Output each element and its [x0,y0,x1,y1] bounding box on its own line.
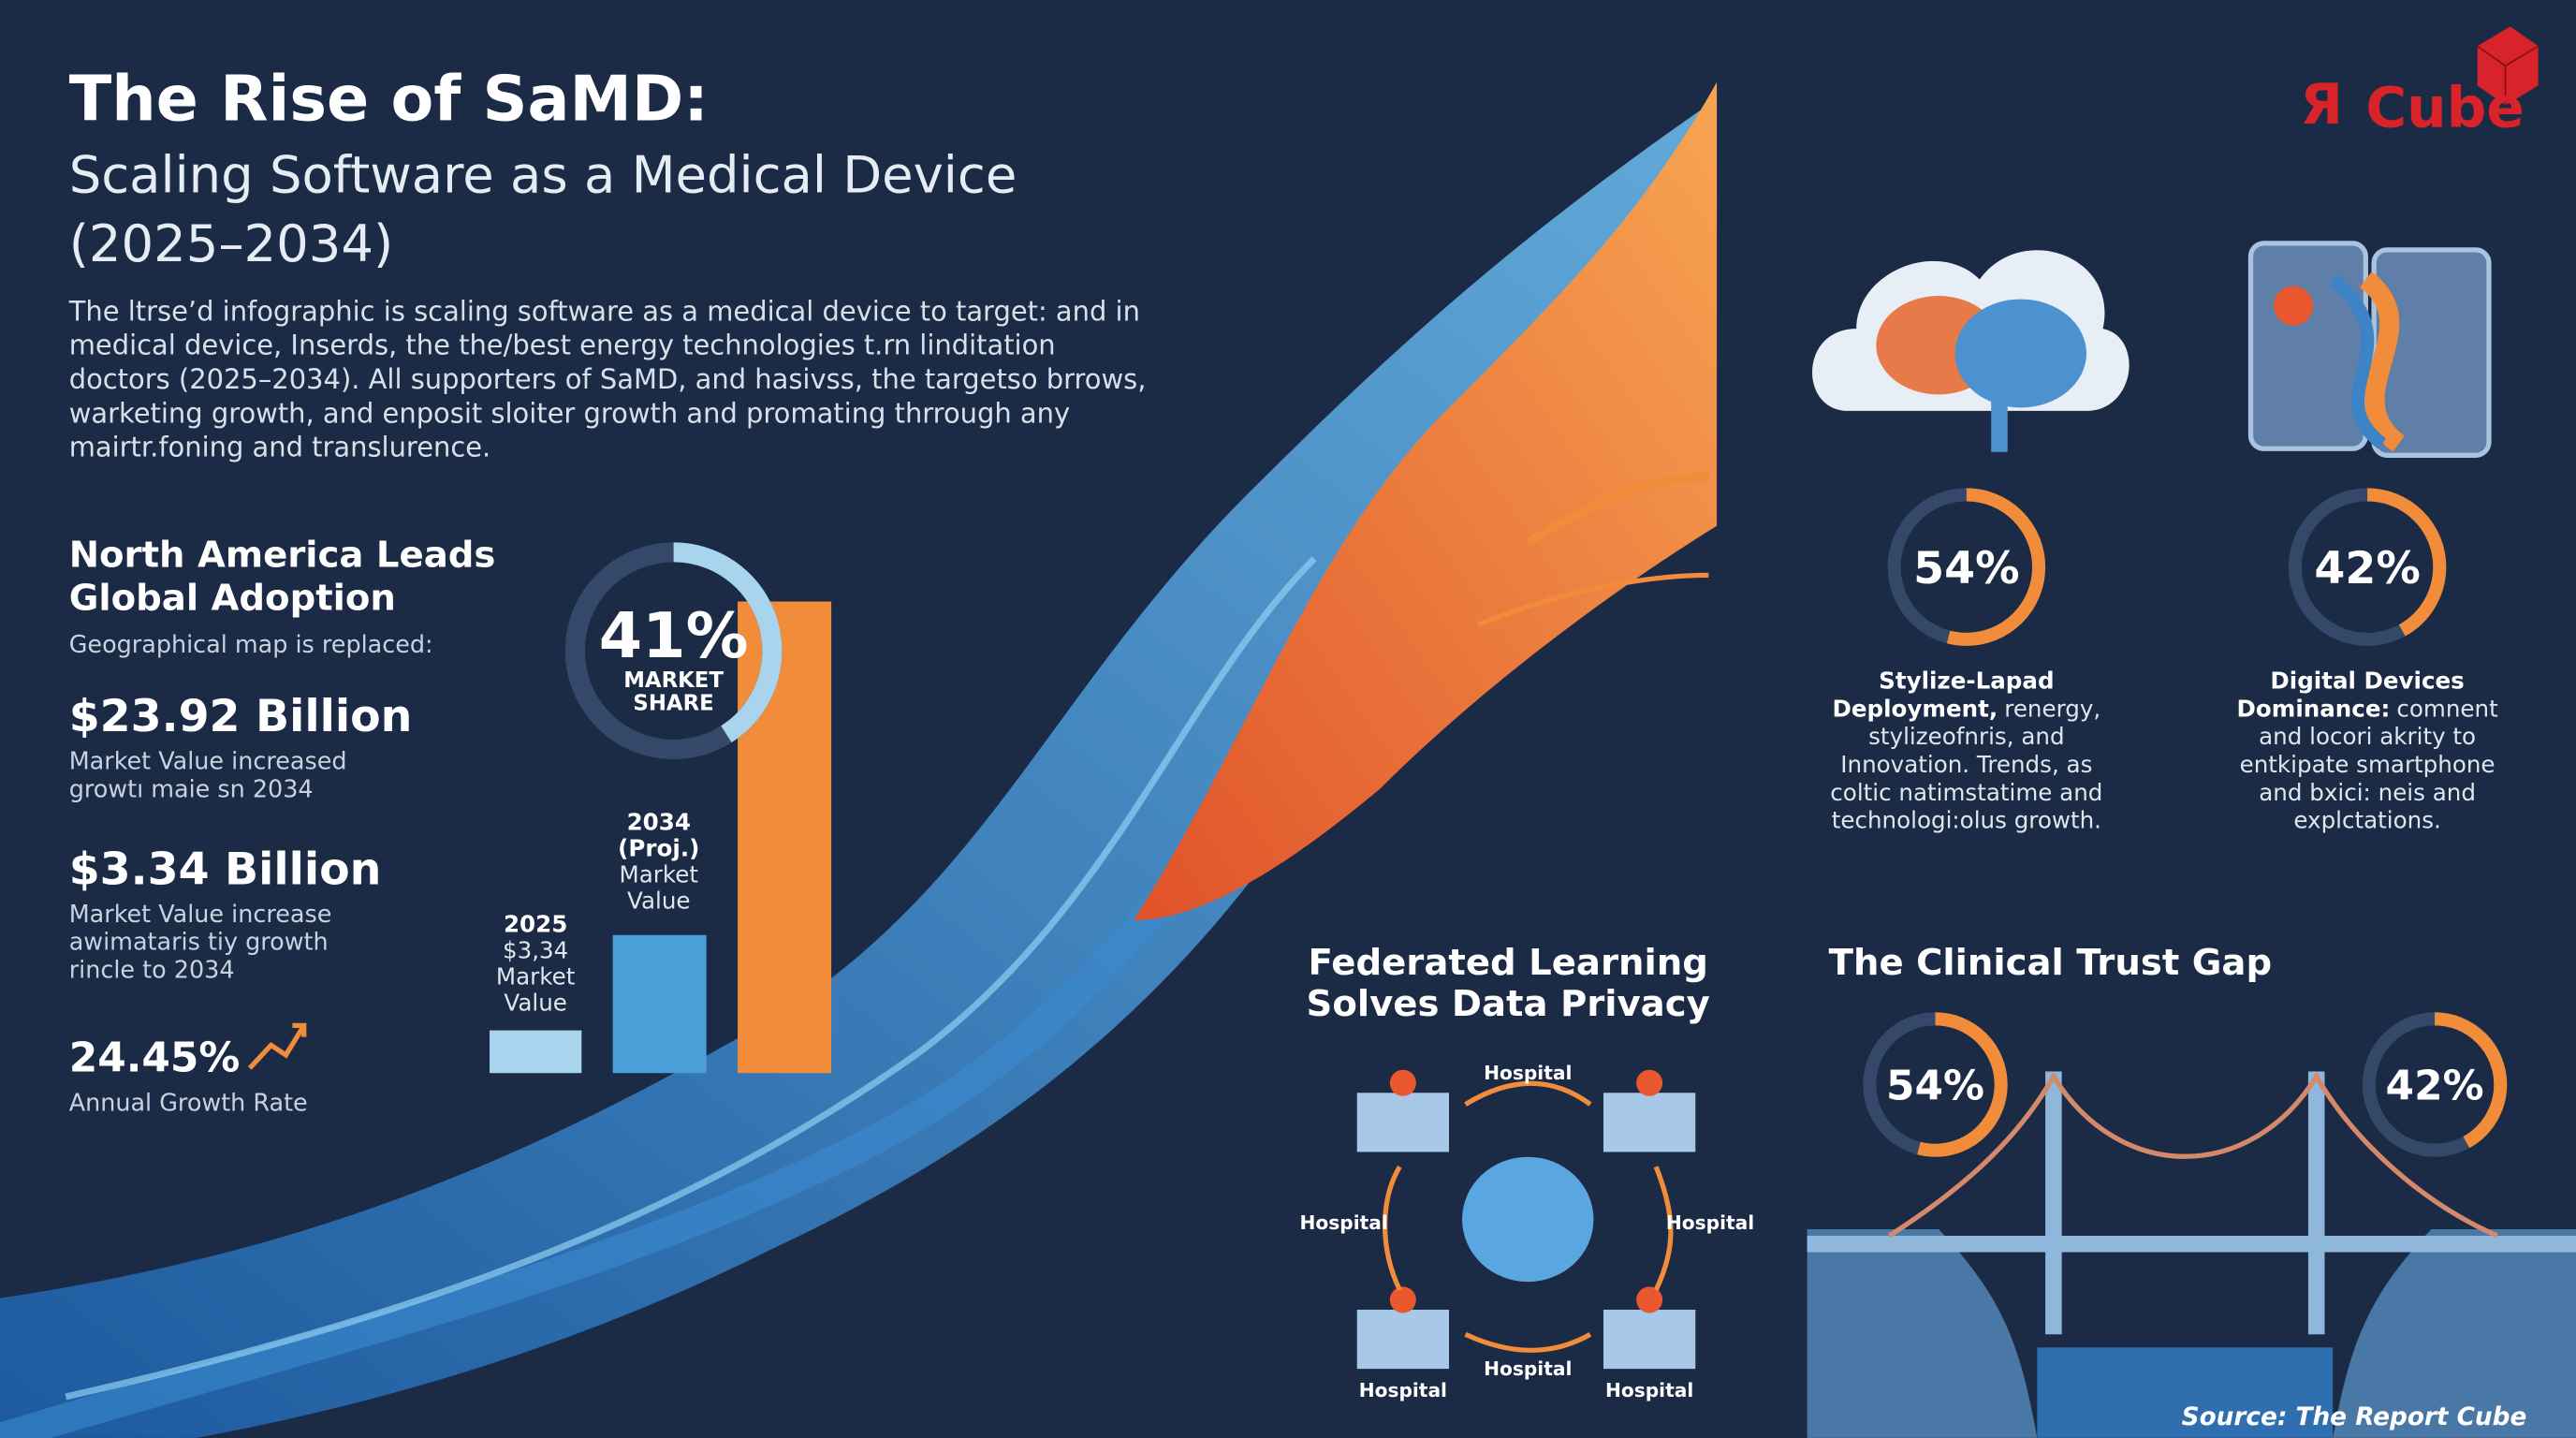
bridge [1807,1071,2576,1438]
bar-label: 2034 [627,808,691,835]
title: The Rise of SaMD: [69,62,709,135]
bar-label: 2025 [504,910,567,937]
donut-arc [2362,1012,2508,1157]
card-body: explctations. [2293,807,2440,834]
intro-text: warketing growth, and enposit sloiter gr… [69,397,1070,429]
stat-value: 24.45% [69,1034,241,1081]
hospital-label: Hospital [1666,1211,1754,1234]
intro-text: medical device, Inserds, the the/best en… [69,330,1056,361]
card-body: coltic natimstatime and [1830,779,2102,806]
card-body: and locori akrity to [2259,723,2476,750]
section-heading: North America Leads [69,535,496,577]
card-line: Deployment, renergy, [1832,695,2100,722]
federated-diagram [1356,1069,1696,1370]
bar-label: Market [620,861,699,888]
logo-name: Cube [2365,76,2524,140]
bar-label: $3,34 [503,936,568,963]
bar-label: Market [496,962,576,990]
hospital-label: Hospital [1605,1379,1693,1401]
stat-description: Market Value increase [69,900,332,928]
card-body: technologi:olus growth. [1832,807,2101,834]
donut-arc [1887,488,2046,646]
stat-description: Market Value increased [69,747,347,775]
logo-cube [2477,26,2539,106]
card-title: Stylize-Lapad [1879,668,2054,695]
donut-caption: SHARE [633,691,713,715]
section-heading: Solves Data Privacy [1307,983,1710,1025]
bar-2034 [612,934,707,1074]
wave [0,81,1718,1438]
source: Source: The Report Cube [2182,1403,2527,1431]
donut-caption: MARKET [623,668,724,693]
card-body: and bxici: neis and [2259,779,2476,806]
hospital-label: Hospital [1484,1357,1572,1380]
stat-description: Annual Growth Rate [69,1089,308,1117]
stat-description: growtı maie sn 2034 [69,774,314,802]
section-heading: Global Adoption [69,577,396,619]
card-title: Dominance: [2236,695,2390,722]
intro-text: The ltrse’d infographic is scaling softw… [68,295,1140,327]
section-heading: Federated Learning [1308,942,1707,984]
section-heading: The Clinical Trust Gap [1829,942,2272,984]
donut-arc [1863,1012,2008,1157]
hospital-label: Hospital [1359,1379,1447,1401]
cloud-brain-icon [1812,250,2130,452]
donut-label: 54% [1886,1062,1984,1109]
bar-2025 [490,1030,582,1074]
card-body: entkipate smartphone [2240,751,2496,778]
intro-text: mairtr.foning and translurence. [69,432,491,463]
stat-description: rincle to 2034 [69,955,235,983]
donut-label: 42% [2314,543,2420,594]
donut-label: 54% [1913,543,2019,594]
hospital-label: Hospital [1300,1211,1388,1234]
card-line: Dominance: comnent [2236,695,2498,722]
card-body: comnent [2396,695,2498,722]
donut-label: 42% [2386,1062,2484,1109]
donut-label: 41% [599,599,749,672]
stat-value: $3.34 Billion [69,844,382,895]
card-title: Deployment, [1832,695,1998,722]
logo-mark: Я [2300,73,2343,138]
card-body: Innovation. Trends, as [1840,751,2092,778]
bar-label: Value [627,888,690,915]
subtitle: (2025–2034) [69,214,393,273]
content: The Rise of SaMD: Scaling Software as a M… [68,62,2527,1431]
hospital-label: Hospital [1484,1062,1572,1084]
bar-projection [738,601,832,1074]
subtitle: Scaling Software as a Medical Device [69,145,1017,204]
section-note: Geographical map is replaced: [69,630,433,658]
card-body: renergy, [2004,695,2100,722]
stat-value: $23.92 Billion [69,691,413,742]
bar-label: Value [504,990,566,1017]
card-body: stylizeofnris, and [1868,723,2064,750]
donut-arc [2288,488,2447,646]
donut-arc [564,542,783,759]
bar-label: (Proj.) [618,835,699,862]
intro-text: doctors (2025–2034). All supporters of S… [69,363,1147,395]
stat-description: awimatаris tiy growth [69,928,329,956]
devices-icon [2247,241,2492,458]
growth-icon [247,1022,307,1070]
card-title: Digital Devices [2270,668,2464,695]
